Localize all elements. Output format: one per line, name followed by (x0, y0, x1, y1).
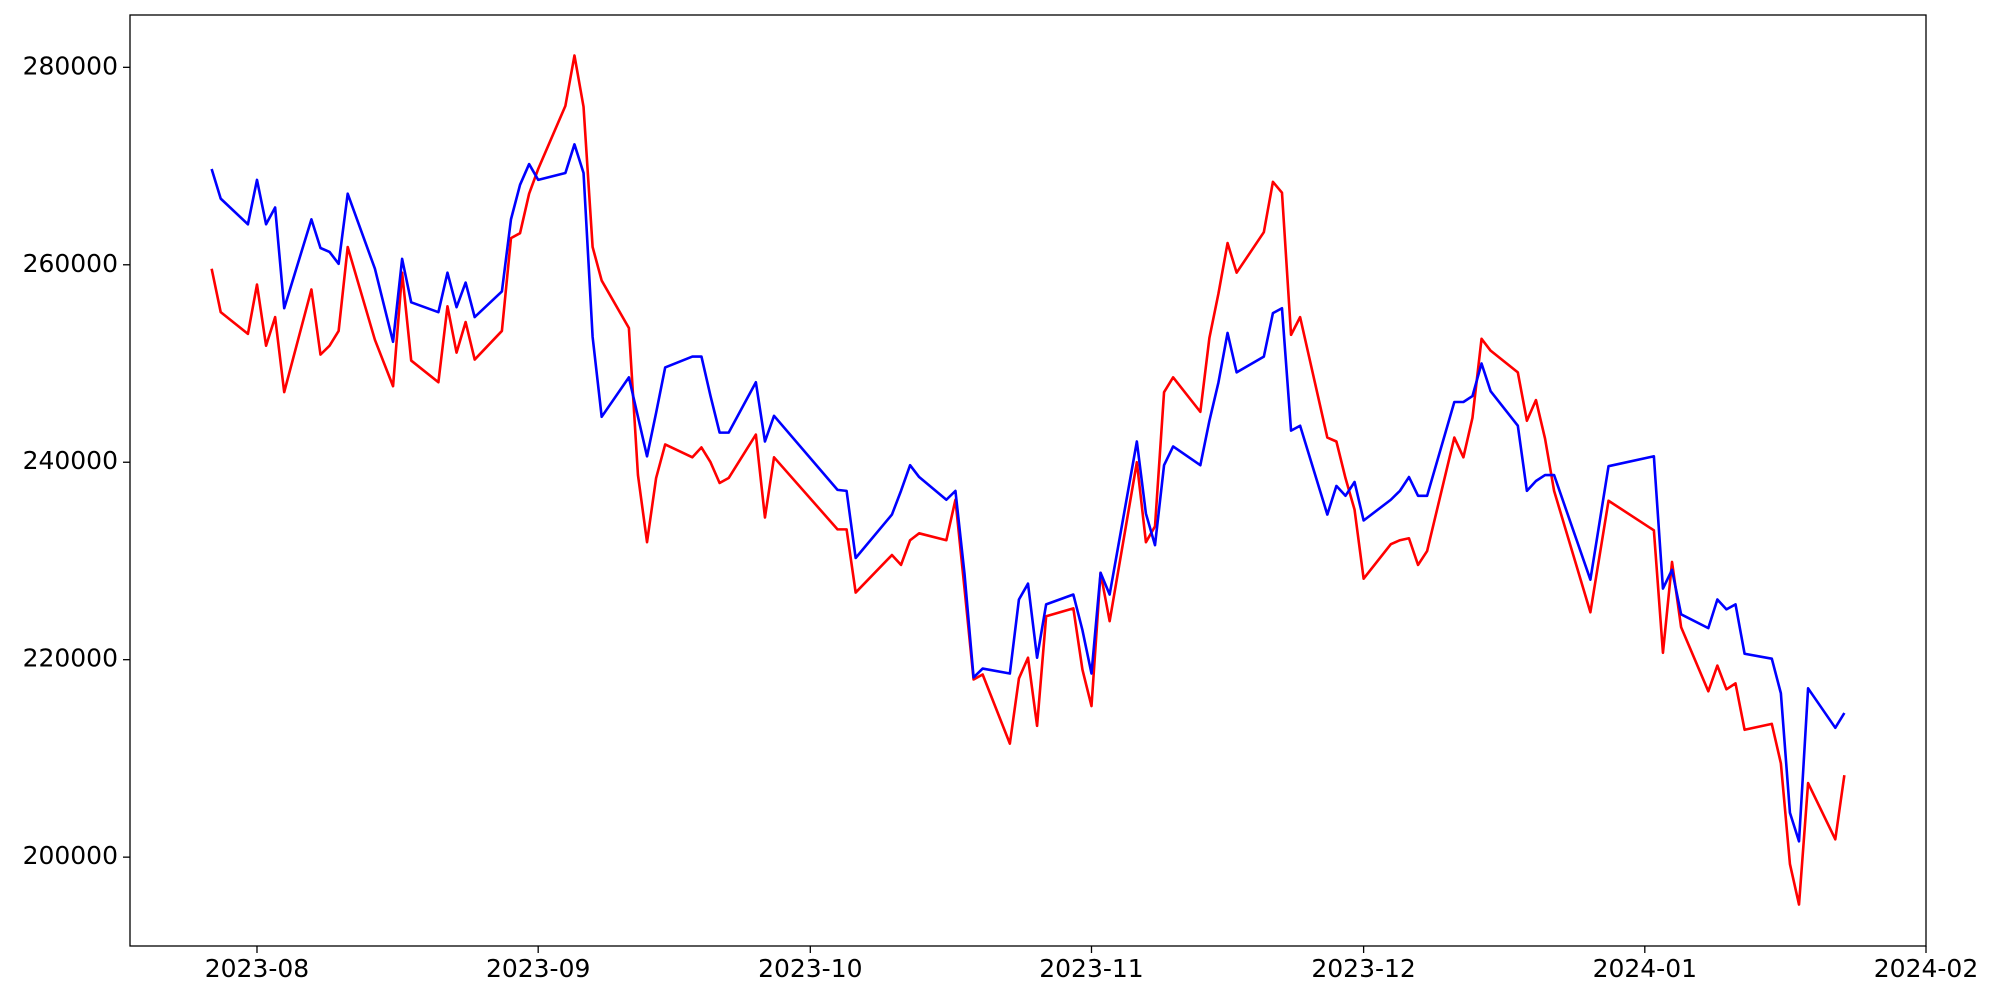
x-tick-label: 2023-08 (205, 954, 309, 983)
line-series (210, 143, 1846, 843)
y-tick-label: 260000 (23, 249, 118, 278)
x-tick-label: 2023-12 (1311, 954, 1415, 983)
y-tick-label: 220000 (23, 644, 118, 673)
x-tick-label: 2024-02 (1874, 954, 1978, 983)
x-tick-label: 2024-01 (1593, 954, 1697, 983)
y-tick-label: 240000 (23, 446, 118, 475)
plot-frame (129, 14, 1927, 947)
x-tick-label: 2023-09 (486, 954, 590, 983)
y-tick-label: 200000 (23, 841, 118, 870)
x-tick-label: 2023-11 (1039, 954, 1143, 983)
line-series (210, 54, 1846, 906)
y-tick-label: 280000 (23, 51, 118, 80)
x-tick-label: 2023-10 (758, 954, 862, 983)
